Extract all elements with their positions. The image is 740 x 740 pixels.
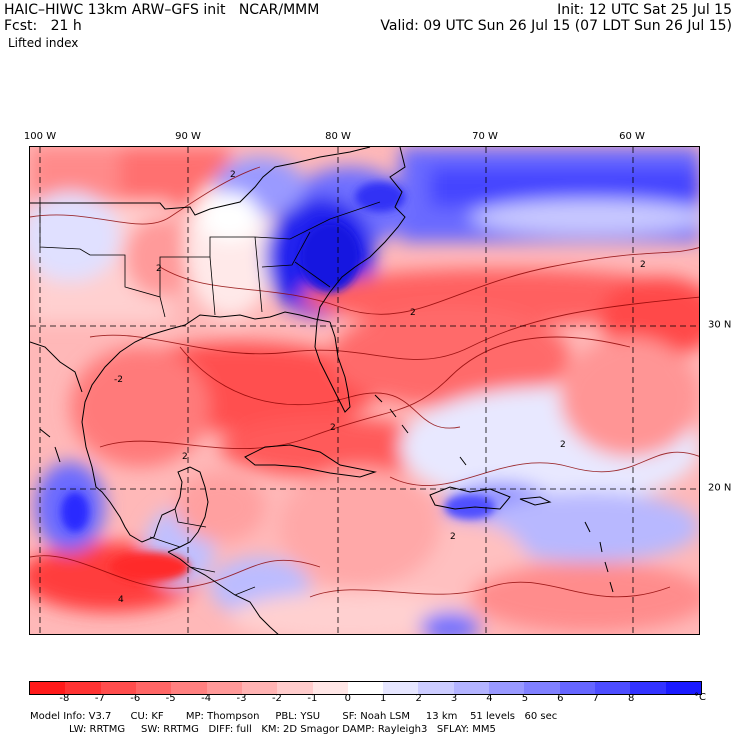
colorbar-tick-label: 3 bbox=[450, 693, 458, 704]
contour-label: -2 bbox=[114, 375, 123, 385]
colorbar-swatch bbox=[65, 682, 101, 694]
valid-time: Valid: 09 UTC Sun 26 Jul 15 (07 LDT Sun … bbox=[380, 18, 732, 34]
colorbar-tick-label: -8 bbox=[59, 693, 70, 704]
lon-label: 100 W bbox=[23, 131, 57, 142]
lat-label: 30 N bbox=[708, 319, 732, 331]
colorbar-swatch bbox=[206, 682, 242, 694]
colorbar-swatch bbox=[241, 682, 278, 694]
init-time: Init: 12 UTC Sat 25 Jul 15 bbox=[557, 2, 732, 18]
colorbar-swatch bbox=[383, 682, 419, 694]
lon-label: 90 W bbox=[175, 131, 201, 142]
colorbar-tick-label: -6 bbox=[130, 693, 141, 704]
model-info-line2: LW: RRTMG SW: RRTMG DIFF: full KM: 2D Sm… bbox=[69, 724, 496, 735]
lon-label: 70 W bbox=[472, 131, 498, 142]
colorbar-tick-label: -2 bbox=[271, 693, 282, 704]
colorbar-swatch bbox=[524, 682, 560, 694]
colorbar-tick-label: 1 bbox=[380, 693, 387, 704]
lon-label: 80 W bbox=[325, 131, 351, 142]
contour-lines bbox=[30, 166, 699, 598]
model-info-line1: Model Info: V3.7 CU: KF MP: Thompson PBL… bbox=[30, 711, 558, 722]
borders bbox=[39, 201, 381, 596]
colorbar-swatch bbox=[347, 682, 384, 694]
contour-label-group: 2 2 2 -2 2 2 2 2 4 2 bbox=[114, 170, 646, 605]
colorbar-tick-label: 8 bbox=[627, 693, 635, 704]
contour-label: 2 bbox=[560, 440, 566, 450]
colorbar-swatch bbox=[453, 682, 490, 694]
colorbar-swatch bbox=[100, 682, 136, 694]
colorbar-tick-label: -3 bbox=[236, 693, 247, 704]
colorbar-tick-label: 6 bbox=[557, 693, 564, 704]
colorbar-swatch bbox=[630, 682, 666, 694]
colorbar-swatch bbox=[312, 682, 348, 694]
colorbar-swatch bbox=[595, 682, 631, 694]
colorbar-swatch bbox=[135, 682, 172, 694]
colorbar-swatch bbox=[171, 682, 207, 694]
lon-label: 60 W bbox=[619, 131, 645, 142]
colorbar-tick-label: -4 bbox=[201, 693, 212, 704]
colorbar-tick-label: -5 bbox=[165, 693, 176, 704]
model-title: HAIC–HIWC 13km ARW–GFS init NCAR/MMM bbox=[4, 2, 320, 18]
field-name: Lifted index bbox=[8, 36, 79, 50]
colorbar-swatch bbox=[30, 682, 66, 694]
forecast-hour: Fcst: 21 h bbox=[4, 18, 82, 34]
lifted-index-map: 2 2 2 -2 2 2 2 2 4 2 bbox=[29, 146, 700, 635]
colorbar-swatch bbox=[418, 682, 454, 694]
colorbar-unit: °C bbox=[694, 692, 706, 703]
colorbar-tick-label: 4 bbox=[486, 693, 493, 704]
li-cells bbox=[61, 182, 495, 582]
contour-label: 2 bbox=[450, 532, 456, 542]
map-canvas: 2 2 2 -2 2 2 2 2 4 2 bbox=[30, 147, 699, 634]
colorbar-tick-label: 7 bbox=[592, 693, 599, 704]
colorbar-swatch bbox=[489, 682, 525, 694]
colorbar-swatch bbox=[665, 682, 701, 694]
colorbar bbox=[29, 681, 702, 695]
lat-label: 20 N bbox=[708, 482, 732, 494]
contour-label: 2 bbox=[230, 170, 236, 180]
colorbar-tick-label: -1 bbox=[307, 693, 318, 704]
colorbar-tick-label: 0 bbox=[344, 693, 351, 704]
contour-label: 2 bbox=[410, 308, 416, 318]
colorbar-tick-label: 5 bbox=[521, 693, 529, 704]
contour-label: 2 bbox=[640, 260, 646, 270]
colorbar-tick-label: -7 bbox=[94, 693, 105, 704]
contour-label: 2 bbox=[182, 452, 188, 462]
colorbar-swatch bbox=[277, 682, 313, 694]
colorbar-swatch bbox=[559, 682, 595, 694]
contour-label: 2 bbox=[156, 264, 162, 274]
org-label: NCAR/MMM bbox=[238, 2, 320, 18]
coastlines bbox=[30, 147, 614, 634]
contour-label: 2 bbox=[330, 423, 336, 433]
contour-label: 4 bbox=[118, 595, 124, 605]
graticule bbox=[30, 147, 699, 634]
colorbar-tick-label: 2 bbox=[415, 693, 422, 704]
